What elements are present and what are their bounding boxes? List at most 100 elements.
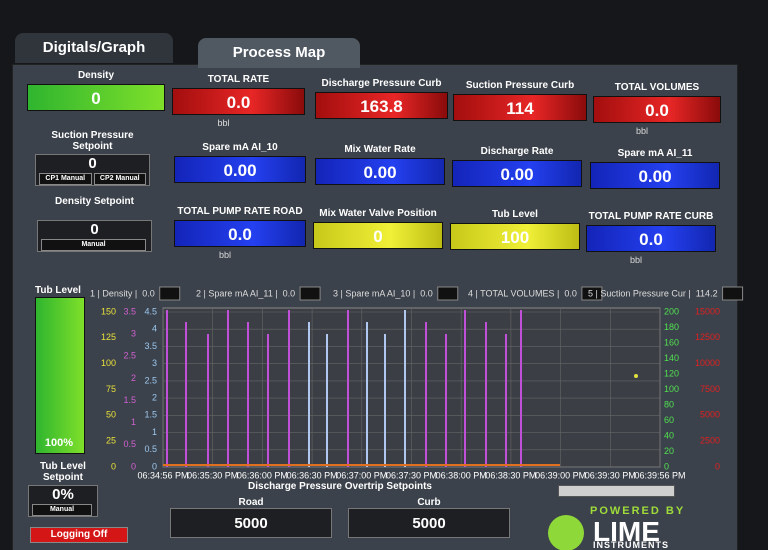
tile-value: 0 (313, 222, 443, 249)
tab[interactable]: Process Map (198, 38, 360, 68)
legend-swatch (159, 286, 181, 301)
y-tick-label: 0 (664, 461, 669, 471)
y-tick-label: 100 (664, 384, 679, 394)
tile-unit: bbl (218, 250, 231, 260)
setpoint-button[interactable]: CP1 Manual (39, 173, 92, 185)
tile-value: 0.00 (590, 162, 720, 189)
y-tick-label: 3 (131, 329, 136, 339)
tile-value: 0.00 (452, 160, 582, 187)
y-tick-label: 0.5 (144, 444, 157, 454)
y-tick-label: 1.5 (123, 395, 136, 405)
tile-label: Spare mA AI_10 (202, 142, 278, 153)
y-tick-label: 0 (111, 461, 116, 471)
tile-label: Density (77, 70, 115, 81)
y-tick-label: 125 (101, 332, 116, 342)
y-tick-label: 2 (131, 373, 136, 383)
scrollbar[interactable] (558, 485, 675, 497)
legend-value: 0.0 (283, 288, 296, 298)
y-tick-label: 7500 (700, 384, 720, 394)
tile-label: TOTAL PUMP RATE ROAD (177, 206, 303, 217)
overtrip-title: Discharge Pressure Overtrip Setpoints (248, 481, 432, 492)
setpoint-button[interactable]: CP2 Manual (93, 173, 146, 185)
curb-label: Curb (417, 497, 441, 508)
y-tick-label: 40 (664, 430, 674, 440)
y-tick-label: 3.5 (123, 306, 136, 316)
y-tick-label: 25 (106, 436, 116, 446)
tile-label: Discharge Rate (480, 146, 554, 157)
x-tick-label: 06:35:30 PM (187, 470, 238, 480)
logo-sub: INSTRUMENTS (593, 540, 669, 550)
legend-swatch (581, 286, 603, 301)
y-tick-label: 0.5 (123, 439, 136, 449)
legend-value: 0.0 (142, 288, 155, 298)
tile-label: Tub Level (492, 209, 538, 220)
trace-point (634, 374, 638, 378)
y-tick-label: 140 (664, 353, 679, 363)
tile-unit: bbl (635, 126, 648, 136)
gauge-label: Tub Level (35, 285, 81, 296)
y-tick-label: 15000 (695, 306, 720, 316)
y-tick-label: 2 (152, 392, 157, 402)
x-tick-label: 06:39:00 PM (535, 470, 586, 480)
y-tick-label: 120 (664, 368, 679, 378)
tile-value: 114 (453, 94, 587, 121)
legend-name: 2 | Spare mA AI_11 | (196, 288, 278, 298)
logo-tagline: POWERED BY (590, 505, 686, 517)
tile-value: 0.00 (315, 158, 445, 185)
curb-value[interactable]: 5000 (348, 508, 510, 538)
x-tick-label: 06:38:00 PM (436, 470, 487, 480)
tile-label: TOTAL RATE (207, 74, 270, 85)
tile-label: Mix Water Rate (344, 144, 416, 155)
x-tick-label: 06:37:30 PM (386, 470, 437, 480)
setpoint-button[interactable]: Manual (32, 504, 92, 516)
y-tick-label: 4.5 (144, 306, 157, 316)
legend-name: 5 | Suction Pressure Cur | (588, 288, 691, 298)
tile-value: 0.0 (586, 225, 716, 252)
x-tick-label: 06:39:30 PM (585, 470, 636, 480)
tile-label: Suction Pressure Curb (465, 80, 575, 91)
y-tick-label: 10000 (695, 358, 720, 368)
legend-value: 114.2 (696, 288, 718, 298)
y-tick-label: 1.5 (144, 410, 157, 420)
tile-value: 0 (27, 84, 165, 111)
y-tick-label: 50 (106, 410, 116, 420)
tile-value: 0.0 (593, 96, 721, 123)
y-tick-label: 150 (101, 306, 116, 316)
x-tick-label: 06:36:00 PM (237, 470, 288, 480)
y-tick-label: 1 (152, 427, 157, 437)
x-tick-label: 06:34:56 PM (137, 470, 188, 480)
y-tick-label: 3.5 (144, 341, 157, 351)
setpoint-label: Tub Level Setpoint (40, 461, 86, 483)
legend-value: 0.0 (564, 288, 577, 298)
y-tick-label: 0 (152, 461, 157, 471)
legend-value: 0.0 (420, 288, 433, 298)
y-tick-label: 160 (664, 337, 679, 347)
y-tick-label: 1 (131, 417, 136, 427)
tab[interactable]: Digitals/Graph (15, 33, 173, 63)
legend-name: 3 | Spare mA AI_10 | (333, 288, 415, 298)
logo-name: LIME (593, 516, 660, 547)
y-tick-label: 0 (715, 461, 720, 471)
tile-value: 163.8 (315, 92, 448, 119)
y-tick-label: 4 (152, 324, 157, 334)
y-tick-label: 75 (106, 384, 116, 394)
y-tick-label: 180 (664, 322, 679, 332)
legend-name: 1 | Density | (90, 288, 137, 298)
y-tick-label: 60 (664, 415, 674, 425)
y-tick-label: 200 (664, 306, 679, 316)
tile-value: 100 (450, 223, 580, 250)
tile-label: Mix Water Valve Position (319, 208, 437, 219)
y-tick-label: 3 (152, 358, 157, 368)
logging-button[interactable]: Logging Off (30, 527, 128, 543)
gauge-value: 100% (44, 437, 74, 449)
road-label: Road (238, 497, 264, 508)
legend-swatch (437, 286, 459, 301)
road-value[interactable]: 5000 (170, 508, 332, 538)
legend-swatch (722, 286, 744, 301)
setpoint-button[interactable]: Manual (41, 239, 146, 251)
y-tick-label: 2.5 (123, 351, 136, 361)
y-tick-label: 2.5 (144, 375, 157, 385)
tile-unit: bbl (629, 255, 642, 265)
y-tick-label: 80 (664, 399, 674, 409)
